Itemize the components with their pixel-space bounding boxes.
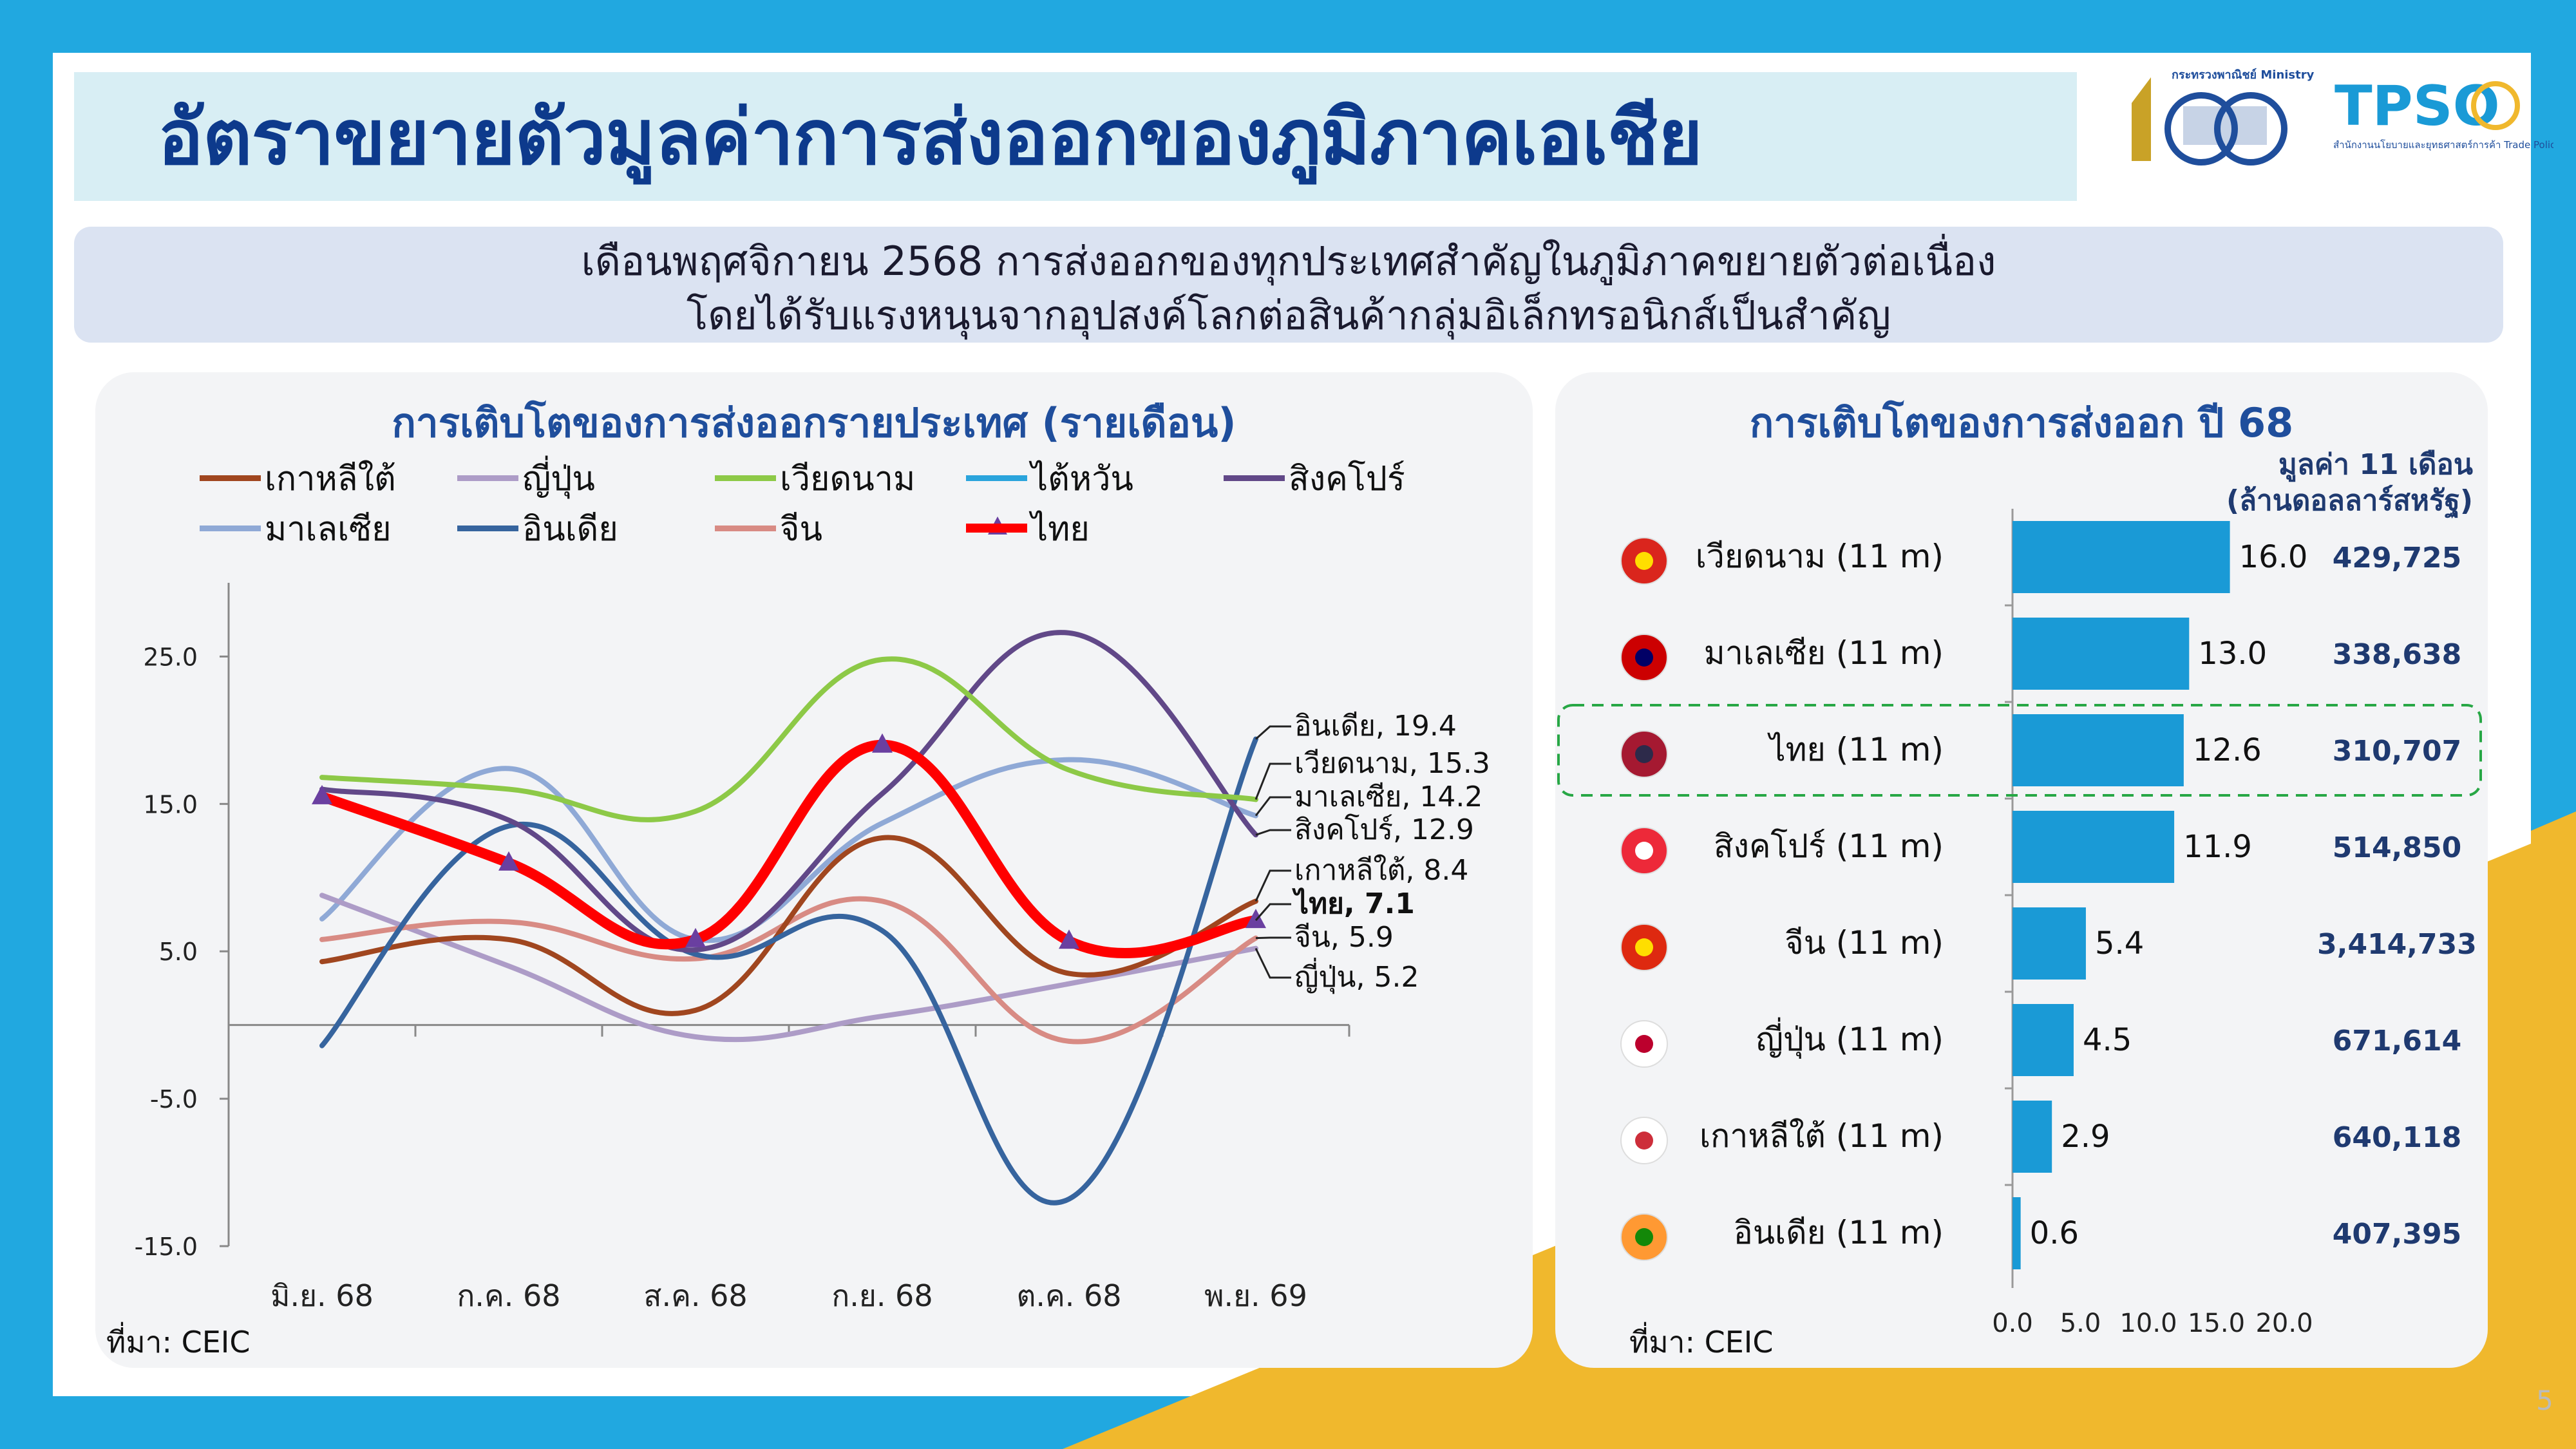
summary-box: เดือนพฤศจิกายน 2568 การส่งออกของทุกประเท… <box>74 227 2503 343</box>
moc-logo-text: กระทรวงพาณิชย์ Ministry of Commerce <box>2172 68 2318 82</box>
title-banner: อัตราขยายตัวมูลค่าการส่งออกของภูมิภาคเอเ… <box>74 72 2077 201</box>
legend-item: เวียดนาม <box>715 459 915 498</box>
legend-item: จีน <box>715 509 822 549</box>
tpso-logo: TPSO สำนักงานนโยบายและยุทธศาสตร์การค้า T… <box>2333 74 2553 151</box>
legend-item: ไต้หวัน <box>966 459 1133 498</box>
legend-swatch <box>715 475 776 481</box>
legend-item: ไทย <box>966 509 1090 549</box>
legend-swatch <box>457 525 518 531</box>
legend-item: เกาหลีใต้ <box>200 459 396 498</box>
line-chart-title: การเติบโตของการส่งออกรายประเทศ (รายเดือน… <box>392 399 1236 446</box>
legend-label: เกาหลีใต้ <box>265 459 396 498</box>
legend-label: อินเดีย <box>522 509 618 549</box>
legend-item: อินเดีย <box>457 509 618 549</box>
bar-chart-title: การเติบโตของการส่งออก ปี 68 <box>1749 399 2294 446</box>
legend-label: ญี่ปุ่น <box>522 459 595 498</box>
line-chart-source: ที่มา: CEIC <box>106 1325 251 1359</box>
legend-swatch <box>966 524 1027 533</box>
legend-label: เวียดนาม <box>780 459 916 498</box>
summary-line-2: โดยได้รับแรงหนุนจากอุปสงค์โลกต่อสินค้ากล… <box>686 292 1891 339</box>
bar-chart-source: ที่มา: CEIC <box>1629 1325 1774 1359</box>
legend-item: มาเลเซีย <box>200 509 392 549</box>
ministry-of-commerce-logo: กระทรวงพาณิชย์ Ministry of Commerce <box>2132 68 2318 166</box>
page-number: 5 <box>2536 1385 2553 1416</box>
legend-swatch <box>200 525 261 531</box>
legend-swatch <box>200 475 261 481</box>
tpso-logo-caption: สำนักงานนโยบายและยุทธศาสตร์การค้า Trade … <box>2333 139 2553 151</box>
bar-chart-unit-line-2: (ล้านดอลลาร์สหรัฐ) <box>2226 484 2473 517</box>
legend-label: ไทย <box>1031 509 1090 549</box>
legend-item: ญี่ปุ่น <box>457 459 595 498</box>
legend-swatch <box>715 525 776 531</box>
legend-swatch <box>1224 475 1285 481</box>
legend-label: ไต้หวัน <box>1031 459 1133 498</box>
legend-label: จีน <box>780 509 823 549</box>
legend-label: มาเลเซีย <box>265 509 392 549</box>
summary-line-1: เดือนพฤศจิกายน 2568 การส่งออกของทุกประเท… <box>581 238 1996 285</box>
bar-chart-unit-line-1: มูลค่า 11 เดือน <box>2278 448 2473 481</box>
legend-item: สิงคโปร์ <box>1224 459 1405 498</box>
legend-swatch <box>966 475 1027 481</box>
legend-label: สิงคโปร์ <box>1289 459 1405 498</box>
legend-swatch <box>457 475 518 481</box>
page-title: อัตราขยายตัวมูลค่าการส่งออกของภูมิภาคเอเ… <box>158 93 1703 182</box>
